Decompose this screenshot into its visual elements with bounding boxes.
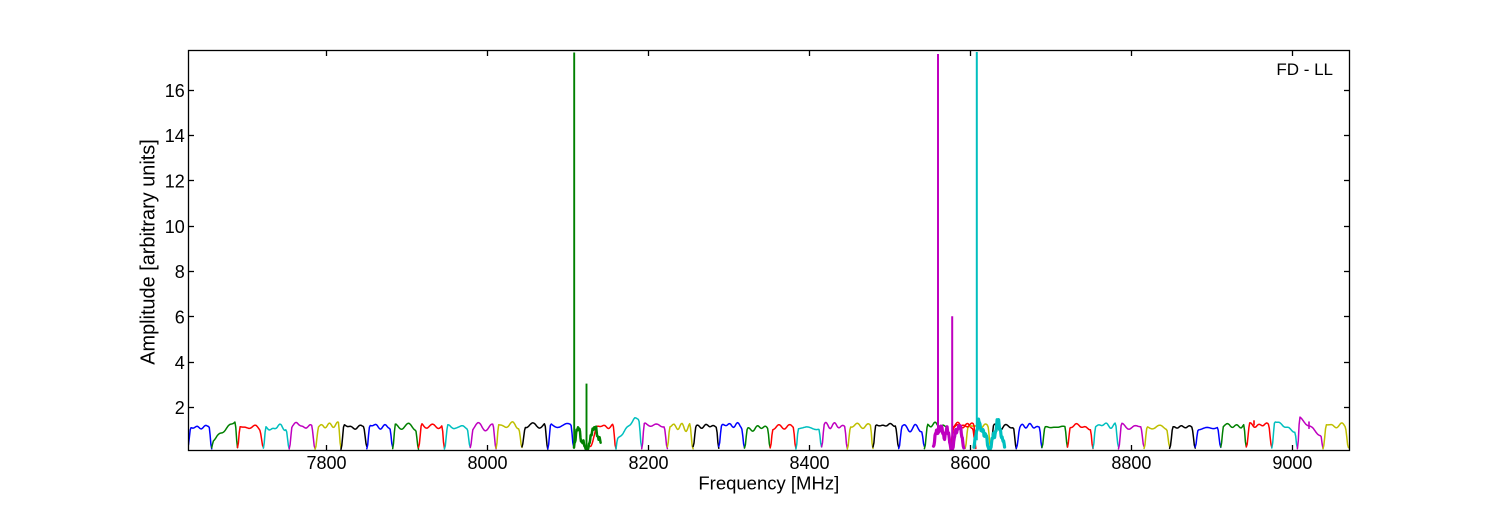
svg-text:8400: 8400 [789,453,829,473]
svg-text:2: 2 [175,398,185,418]
svg-text:8600: 8600 [950,453,990,473]
svg-text:FD - LL: FD - LL [1276,60,1333,79]
svg-text:8800: 8800 [1111,453,1151,473]
svg-text:7800: 7800 [306,453,346,473]
svg-text:9000: 9000 [1272,453,1312,473]
svg-text:Frequency [MHz]: Frequency [MHz] [698,473,839,494]
svg-text:12: 12 [165,172,185,192]
svg-text:6: 6 [175,308,185,328]
svg-text:Amplitude [arbitrary units]: Amplitude [arbitrary units] [138,139,160,365]
svg-text:4: 4 [175,353,185,373]
svg-text:10: 10 [165,217,185,237]
svg-text:16: 16 [165,81,185,101]
svg-text:8: 8 [175,262,185,282]
svg-text:14: 14 [165,126,185,146]
svg-text:8000: 8000 [467,453,507,473]
svg-text:8200: 8200 [628,453,668,473]
